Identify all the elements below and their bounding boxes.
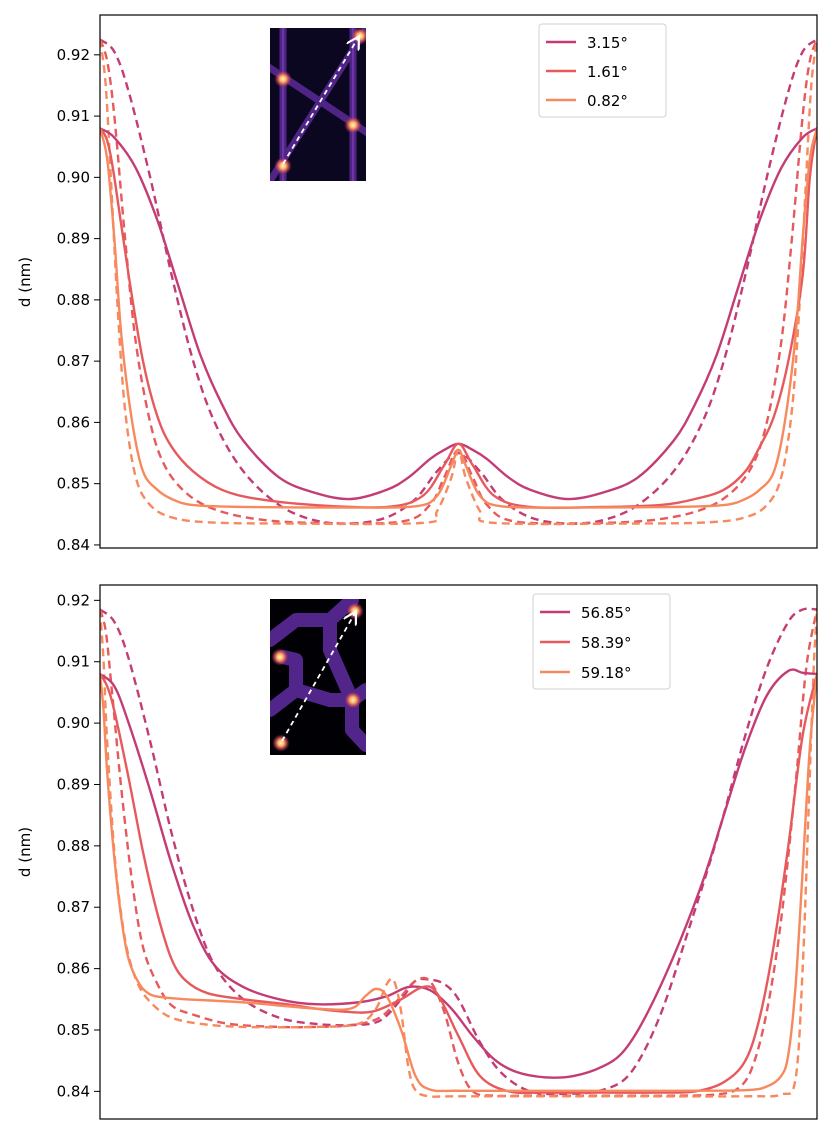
- bottom-y-ticks: 0.84 0.85 0.86 0.87 0.88 0.89 0.90 0.91 0.92: [57, 591, 100, 1100]
- y-tick-label: 0.84: [57, 536, 90, 554]
- top-plot-frame: [99, 14, 818, 549]
- y-tick-label: 0.87: [57, 352, 90, 370]
- legend-label-2: 0.82°: [587, 92, 628, 110]
- bottom-inset-honeycomb: [270, 599, 366, 755]
- y-tick-label: 0.92: [57, 46, 90, 64]
- series-line-58-39-: [100, 673, 817, 1095]
- series-line-1-61-: [100, 127, 817, 510]
- top-panel: 0.84 0.85 0.86 0.87 0.88 0.89 0.90 0.91 0.92 d (…: [16, 14, 818, 554]
- legend-label-0: 56.85°: [581, 604, 631, 622]
- y-tick-label: 0.89: [57, 775, 90, 793]
- y-tick-label: 0.87: [57, 898, 90, 916]
- legend-label-1: 1.61°: [587, 63, 628, 81]
- series-line-0-82-: [100, 128, 817, 509]
- y-tick-label: 0.86: [57, 960, 90, 978]
- bottom-plot-lines: [100, 607, 817, 1098]
- top-plot-lines: [100, 38, 817, 526]
- y-tick-label: 0.88: [57, 837, 90, 855]
- y-tick-label: 0.84: [57, 1082, 90, 1100]
- series-line-0-82-dashed-: [100, 39, 817, 526]
- bottom-legend: 56.85° 58.39° 59.18°: [532, 593, 671, 690]
- series-line-59-18-dashed-: [100, 609, 817, 1098]
- y-tick-label: 0.85: [57, 475, 90, 493]
- y-tick-label: 0.85: [57, 1021, 90, 1039]
- bottom-panel: 0.84 0.85 0.86 0.87 0.88 0.89 0.90 0.91 0.92 d (…: [16, 584, 818, 1120]
- y-tick-label: 0.90: [57, 168, 90, 186]
- bottom-plot-frame: [99, 584, 818, 1120]
- legend-label-0: 3.15°: [587, 34, 628, 52]
- bottom-y-label: d (nm): [16, 827, 34, 877]
- y-tick-label: 0.89: [57, 230, 90, 248]
- top-y-ticks: 0.84 0.85 0.86 0.87 0.88 0.89 0.90 0.91 0.92: [57, 46, 100, 554]
- legend-label-1: 58.39°: [581, 634, 631, 652]
- legend-label-2: 59.18°: [581, 664, 631, 682]
- y-tick-label: 0.91: [57, 653, 90, 671]
- series-line-58-39-dashed-: [100, 609, 817, 1098]
- y-tick-label: 0.86: [57, 413, 90, 431]
- top-inset-kagome: [270, 28, 366, 181]
- y-tick-label: 0.91: [57, 107, 90, 125]
- y-tick-label: 0.88: [57, 291, 90, 309]
- y-tick-label: 0.92: [57, 591, 90, 609]
- series-line-56-85-dashed-: [100, 607, 817, 1096]
- y-tick-label: 0.90: [57, 714, 90, 732]
- series-line-59-18-: [100, 673, 817, 1093]
- top-legend: 3.15° 1.61° 0.82°: [538, 23, 667, 118]
- series-line-3-15-dashed-: [100, 38, 817, 525]
- top-y-label: d (nm): [16, 257, 34, 307]
- series-line-56-85-: [100, 668, 817, 1079]
